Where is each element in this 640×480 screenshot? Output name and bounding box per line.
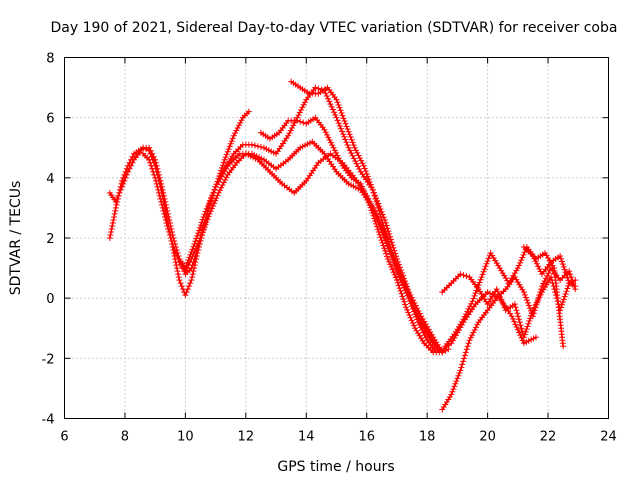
y-tick-label: 6: [46, 112, 54, 127]
series-arc-7: [439, 265, 579, 413]
y-tick-label: 2: [46, 232, 54, 247]
y-tick-label: -4: [42, 413, 55, 428]
series-line: [444, 246, 564, 348]
series-markers: [106, 84, 452, 356]
x-tick-label: 8: [121, 430, 129, 445]
series-line: [109, 86, 450, 354]
y-tick-label: -2: [42, 352, 55, 367]
series-markers: [257, 114, 437, 356]
axis-ticks: [64, 57, 609, 419]
x-tick-labels: 6 8 10 12 14 16 18 20 22 24: [60, 430, 616, 445]
series-markers: [106, 108, 252, 299]
series-line: [260, 116, 435, 354]
series-arc-9: [439, 271, 579, 341]
x-axis-label: GPS time / hours: [277, 459, 394, 475]
y-tick-label: 0: [46, 292, 54, 307]
series-arc-5: [257, 114, 437, 356]
series-markers: [288, 78, 440, 356]
series-markers: [176, 138, 446, 356]
x-tick-label: 10: [177, 430, 194, 445]
y-tick-labels: -4 -2 0 2 4 6 8: [42, 52, 55, 428]
x-tick-label: 22: [540, 430, 557, 445]
series-markers: [520, 244, 579, 290]
series-arc-4: [176, 138, 446, 356]
series-markers: [439, 271, 579, 341]
x-tick-label: 14: [298, 430, 315, 445]
series-arc-6: [288, 78, 440, 356]
series-arc-2: [106, 84, 452, 356]
x-tick-label: 20: [479, 430, 496, 445]
y-tick-label: 8: [46, 52, 54, 67]
chart-title: Day 190 of 2021, Sidereal Day-to-day VTE…: [51, 20, 618, 36]
series-arc-1: [106, 108, 252, 299]
x-tick-label: 18: [419, 430, 436, 445]
data-series: [106, 78, 579, 413]
x-tick-label: 12: [238, 430, 255, 445]
y-tick-label: 4: [46, 172, 54, 187]
series-markers: [439, 265, 579, 413]
series-arc-10: [520, 244, 579, 290]
grid-lines: [64, 57, 609, 419]
x-tick-label: 6: [60, 430, 68, 445]
x-tick-label: 24: [600, 430, 617, 445]
x-tick-label: 16: [358, 430, 375, 445]
y-axis-label: SDTVAR / TECUs: [8, 181, 24, 296]
